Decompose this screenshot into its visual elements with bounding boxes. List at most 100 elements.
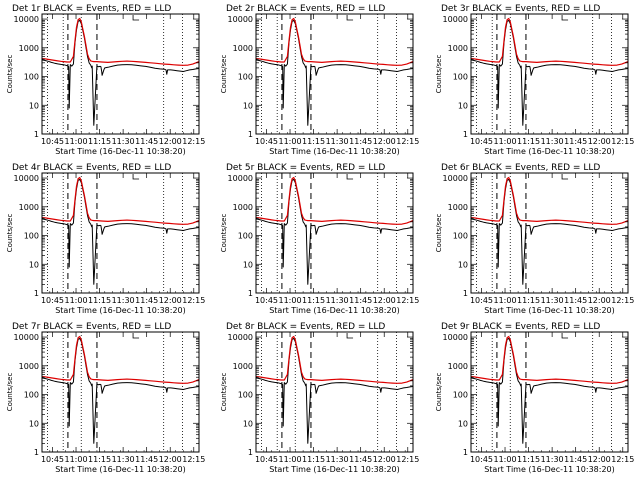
series-line-events [255, 178, 414, 285]
panel-title: Det 2r BLACK = Events, RED = LLD [226, 4, 385, 14]
series-line-lld [255, 176, 414, 225]
x-tick-label: 12:15 [611, 296, 634, 305]
y-axis-label: Counts/sec [435, 55, 443, 94]
y-tick-label: 1 [463, 130, 468, 139]
x-tick-label: 11:15 [88, 296, 111, 305]
x-tick-label: 11:15 [302, 455, 325, 464]
x-tick-label: 12:00 [373, 296, 396, 305]
series-line-lld [470, 176, 629, 225]
y-tick-label: 1 [463, 289, 468, 298]
series-line-lld [470, 17, 629, 66]
y-tick-label: 1 [463, 448, 468, 457]
y-axis-label: Counts/sec [435, 373, 443, 412]
bracket-mark [346, 15, 354, 21]
series-line-events [470, 337, 629, 444]
y-tick-label: 100 [238, 73, 253, 82]
series-line-events [470, 19, 629, 126]
y-tick-label: 10000 [443, 333, 468, 342]
y-tick-label: 1000 [448, 362, 468, 371]
bracket-mark [132, 333, 140, 339]
x-tick-label: 12:00 [588, 137, 611, 146]
bracket-mark [346, 174, 354, 180]
x-tick-label: 10:45 [41, 455, 64, 464]
panel-title: Det 9r BLACK = Events, RED = LLD [441, 322, 600, 332]
x-tick-label: 11:45 [349, 455, 372, 464]
y-tick-label: 10000 [443, 174, 468, 183]
x-tick-label: 10:45 [41, 296, 64, 305]
x-tick-label: 12:00 [588, 455, 611, 464]
y-axis-label: Counts/sec [6, 373, 14, 412]
y-tick-label: 100 [453, 232, 468, 241]
series-line-events [255, 337, 414, 444]
x-tick-label: 10:45 [470, 296, 493, 305]
x-tick-label: 12:15 [182, 137, 205, 146]
panel-2: Det 2r BLACK = Events, RED = LLD 1 10 100 10… [220, 4, 419, 156]
y-tick-label: 10 [29, 101, 39, 110]
x-tick-label: 11:00 [493, 137, 516, 146]
y-tick-label: 1 [248, 289, 253, 298]
x-tick-label: 11:15 [517, 455, 540, 464]
x-tick-label: 11:15 [517, 296, 540, 305]
x-tick-label: 11:30 [541, 296, 564, 305]
panel-7: Det 7r BLACK = Events, RED = LLD 1 10 100 10… [6, 322, 205, 474]
series-line-events [41, 19, 200, 126]
x-tick-label: 10:45 [41, 137, 64, 146]
panel-1: Det 1r BLACK = Events, RED = LLD 1 10 100 10… [6, 4, 205, 156]
plot-frame [470, 172, 629, 294]
x-axis-label: Start Time (16-Dec-11 10:38:20) [55, 465, 186, 474]
panel-title: Det 4r BLACK = Events, RED = LLD [12, 163, 171, 173]
series-line-events [41, 337, 200, 444]
plot-frame [41, 13, 200, 135]
y-tick-label: 1 [34, 448, 39, 457]
y-tick-label: 1 [34, 289, 39, 298]
y-axis-label: Counts/sec [220, 55, 228, 94]
bracket-mark [561, 15, 569, 21]
x-tick-label: 11:00 [278, 137, 301, 146]
bracket-mark [132, 15, 140, 21]
y-tick-label: 10 [458, 419, 468, 428]
x-axis-label: Start Time (16-Dec-11 10:38:20) [484, 465, 615, 474]
y-tick-label: 10000 [228, 15, 253, 24]
y-tick-label: 1000 [448, 44, 468, 53]
y-tick-label: 1000 [19, 362, 39, 371]
x-tick-label: 11:30 [541, 455, 564, 464]
y-tick-label: 1000 [448, 203, 468, 212]
panel-9: Det 9r BLACK = Events, RED = LLD 1 10 100 10… [435, 322, 634, 474]
y-tick-label: 10 [243, 260, 253, 269]
x-tick-label: 11:15 [302, 296, 325, 305]
y-tick-label: 10 [458, 260, 468, 269]
x-tick-label: 11:30 [326, 296, 349, 305]
x-tick-label: 10:45 [470, 455, 493, 464]
x-tick-label: 12:00 [159, 455, 182, 464]
y-tick-label: 100 [24, 232, 39, 241]
panel-6: Det 6r BLACK = Events, RED = LLD 1 10 100 10… [435, 163, 634, 315]
bracket-mark [561, 174, 569, 180]
y-axis-label: Counts/sec [435, 214, 443, 253]
y-tick-label: 100 [238, 391, 253, 400]
x-tick-label: 11:00 [64, 455, 87, 464]
y-tick-label: 100 [24, 73, 39, 82]
bracket-mark [561, 333, 569, 339]
series-line-lld [41, 335, 200, 384]
y-tick-label: 10000 [443, 15, 468, 24]
series-line-lld [41, 17, 200, 66]
x-tick-label: 10:45 [255, 296, 278, 305]
plot-frame [470, 331, 629, 453]
x-tick-label: 10:45 [470, 137, 493, 146]
y-axis-label: Counts/sec [220, 214, 228, 253]
x-tick-label: 11:15 [88, 455, 111, 464]
x-tick-label: 11:00 [278, 455, 301, 464]
plot-frame [255, 172, 414, 294]
bracket-mark [132, 174, 140, 180]
x-axis-label: Start Time (16-Dec-11 10:38:20) [55, 306, 186, 315]
y-tick-label: 10000 [228, 333, 253, 342]
panel-title: Det 3r BLACK = Events, RED = LLD [441, 4, 600, 14]
x-axis-label: Start Time (16-Dec-11 10:38:20) [55, 147, 186, 156]
x-tick-label: 11:15 [88, 137, 111, 146]
x-tick-label: 11:30 [326, 455, 349, 464]
y-tick-label: 10 [29, 419, 39, 428]
x-tick-label: 12:15 [396, 137, 419, 146]
y-axis-label: Counts/sec [220, 373, 228, 412]
x-tick-label: 11:45 [135, 137, 158, 146]
x-tick-label: 11:00 [493, 455, 516, 464]
